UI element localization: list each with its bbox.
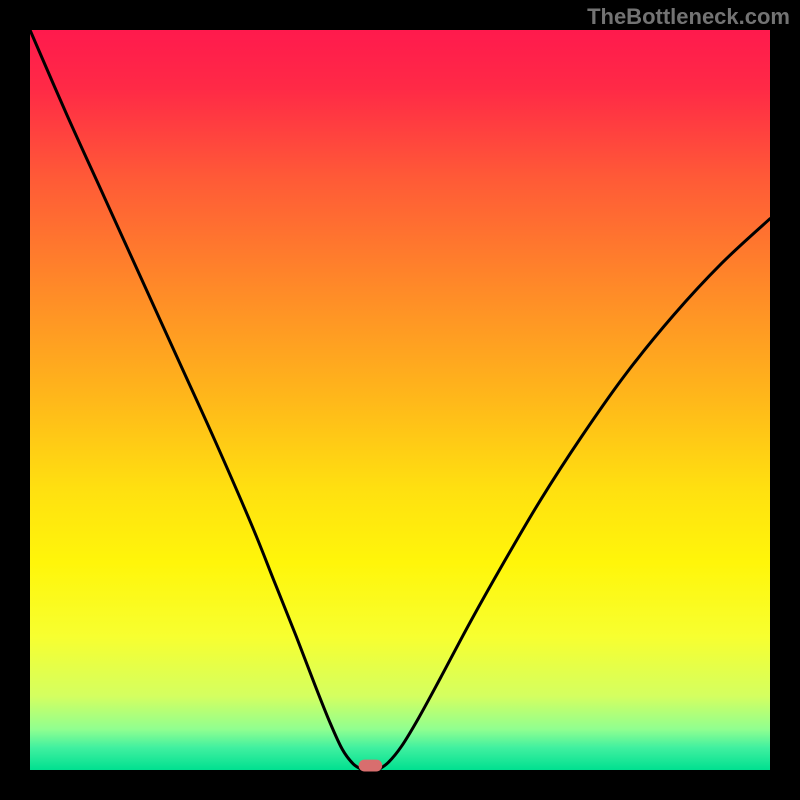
- optimum-marker: [359, 760, 383, 772]
- chart-frame: TheBottleneck.com: [0, 0, 800, 800]
- bottleneck-chart: [0, 0, 800, 800]
- watermark-text: TheBottleneck.com: [587, 4, 790, 30]
- chart-background: [30, 30, 770, 770]
